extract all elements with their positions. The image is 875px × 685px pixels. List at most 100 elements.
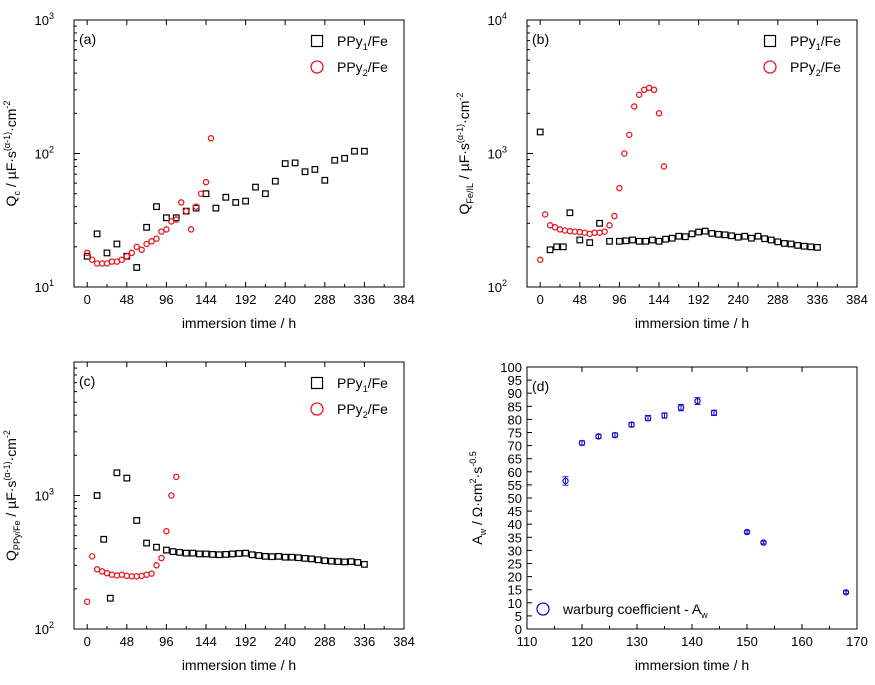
y-tick-label: 90 (508, 386, 522, 401)
data-point (331, 156, 339, 164)
x-tick-label: 0 (84, 634, 91, 649)
data-point (621, 150, 628, 157)
data-point (143, 539, 151, 547)
data-point (741, 232, 749, 240)
data-point (354, 559, 362, 566)
data-point (173, 216, 180, 223)
data-point (546, 246, 554, 254)
data-point (123, 252, 131, 260)
data-point (301, 554, 309, 562)
y-tick-label: 103 (35, 487, 54, 504)
data-point (212, 204, 220, 212)
y-tick-label: 55 (508, 478, 522, 493)
x-tick-label: 110 (517, 634, 538, 649)
y-tick-label: 103 (488, 145, 507, 162)
data-point (143, 223, 151, 231)
y-tick-label: 45 (508, 504, 522, 519)
data-point (774, 238, 782, 246)
plot-frame (526, 366, 858, 630)
series-1 (536, 128, 821, 254)
x-tick-label: 150 (736, 634, 758, 649)
data-point (163, 546, 170, 554)
y-tick-label: 0 (515, 622, 522, 637)
data-point (351, 147, 358, 155)
x-tick-label: 288 (314, 634, 336, 649)
data-point (235, 550, 243, 557)
data-point (586, 239, 594, 247)
data-point (721, 231, 729, 239)
data-point (281, 160, 289, 168)
legend-label: warburg coefficient - Aw (562, 601, 708, 620)
x-tick-label: 120 (571, 634, 593, 649)
data-point (158, 554, 165, 562)
data-point (308, 555, 315, 563)
data-point (701, 227, 709, 235)
data-point (655, 237, 663, 245)
legend-marker (763, 34, 777, 48)
y-axis-label: Qc / µF·s(α-1)·cm-2 (2, 101, 22, 207)
data-point (694, 397, 701, 405)
data-point (626, 131, 633, 139)
data-point (163, 527, 170, 535)
data-point (301, 168, 309, 176)
data-point (242, 549, 250, 557)
data-point (291, 159, 299, 167)
panel-d: 110 120 130 140 150 160 1700510152025303540455… (468, 360, 868, 673)
data-point (262, 190, 269, 198)
legend-label: PPy2/Fe (337, 59, 388, 78)
data-point (606, 222, 613, 229)
data-point (760, 539, 767, 546)
panel-letter: (c) (79, 373, 95, 389)
x-tick-label: 192 (688, 292, 710, 307)
data-point (197, 190, 205, 197)
data-point (295, 554, 302, 562)
legend-label: PPy1/Fe (337, 375, 388, 394)
x-axis-label: immersion time / h (635, 657, 749, 673)
y-tick-label: 85 (508, 399, 522, 414)
data-point (176, 548, 184, 556)
data-point (710, 409, 718, 417)
data-point (566, 209, 574, 217)
data-point (311, 166, 319, 173)
data-point (153, 203, 160, 211)
data-point (172, 214, 180, 222)
data-point (252, 183, 259, 191)
data-point (182, 207, 190, 215)
data-point (553, 243, 561, 251)
data-point (153, 562, 160, 569)
x-tick-label: 288 (767, 292, 789, 307)
data-point (800, 242, 808, 250)
x-tick-label: 384 (846, 292, 868, 307)
panel-letter: (a) (79, 31, 96, 47)
data-point (559, 243, 567, 251)
x-tick-label: 288 (314, 292, 336, 307)
y-tick-label: 40 (508, 517, 522, 532)
data-point (288, 553, 296, 561)
data-point (754, 232, 762, 240)
data-point (642, 237, 650, 245)
data-point (113, 469, 121, 477)
data-point (83, 598, 91, 606)
y-tick-label: 70 (508, 439, 522, 454)
data-point (668, 234, 676, 242)
series-1 (562, 397, 850, 596)
y-tick-label: 101 (35, 278, 54, 295)
y-tick-label: 95 (508, 373, 522, 388)
x-tick-label: 144 (195, 634, 217, 649)
data-point (644, 414, 652, 422)
data-point (196, 550, 203, 558)
data-point (734, 233, 742, 241)
data-point (648, 236, 656, 244)
data-point (232, 199, 240, 206)
x-tick-label: 160 (791, 634, 813, 649)
y-tick-label: 10 (508, 596, 522, 611)
data-point (187, 226, 195, 233)
data-point (611, 212, 618, 220)
data-point (133, 243, 140, 251)
data-point (153, 235, 160, 242)
data-point (807, 243, 815, 251)
data-point (328, 557, 335, 565)
y-tick-label: 15 (508, 583, 522, 598)
data-point (169, 548, 177, 555)
data-point (622, 237, 630, 245)
